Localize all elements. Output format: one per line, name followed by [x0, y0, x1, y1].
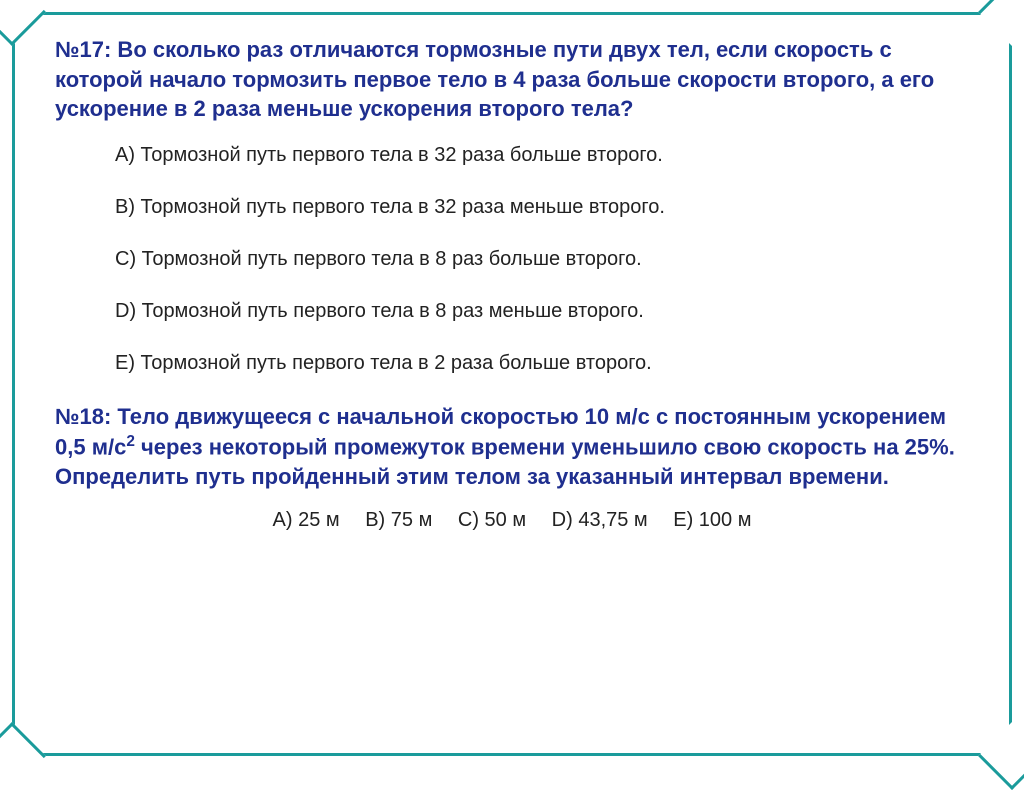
q18-title-sup: 2: [126, 433, 135, 450]
option-18-b: B) 75 м: [365, 509, 432, 531]
option-17-a: A) Тормозной путь первого тела в 32 раза…: [115, 142, 969, 168]
option-18-a: A) 25 м: [273, 509, 340, 531]
question-18-options: A) 25 м B) 75 м C) 50 м D) 43,75 м E) 10…: [55, 509, 969, 532]
question-17-options: A) Тормозной путь первого тела в 32 раза…: [115, 142, 969, 376]
corner-decoration: [978, 0, 1024, 46]
option-17-d: D) Тормозной путь первого тела в 8 раз м…: [115, 298, 969, 324]
option-18-c: C) 50 м: [458, 509, 526, 531]
q18-title-post: через некоторый промежуток времени умень…: [55, 434, 955, 489]
question-17-title: №17: Во сколько раз отличаются тормозные…: [55, 35, 969, 124]
corner-decoration: [0, 0, 46, 46]
option-18-e: E) 100 м: [673, 509, 751, 531]
option-17-c: C) Тормозной путь первого тела в 8 раз б…: [115, 246, 969, 272]
option-17-e: E) Тормозной путь первого тела в 2 раза …: [115, 350, 969, 376]
slide-frame: №17: Во сколько раз отличаются тормозные…: [12, 12, 1012, 756]
slide-content: №17: Во сколько раз отличаются тормозные…: [55, 35, 969, 733]
corner-decoration: [0, 722, 46, 790]
option-17-b: B) Тормозной путь первого тела в 32 раза…: [115, 194, 969, 220]
corner-decoration: [978, 722, 1024, 790]
question-18-title: №18: Тело движущееся с начальной скорост…: [55, 402, 969, 491]
option-18-d: D) 43,75 м: [552, 509, 648, 531]
